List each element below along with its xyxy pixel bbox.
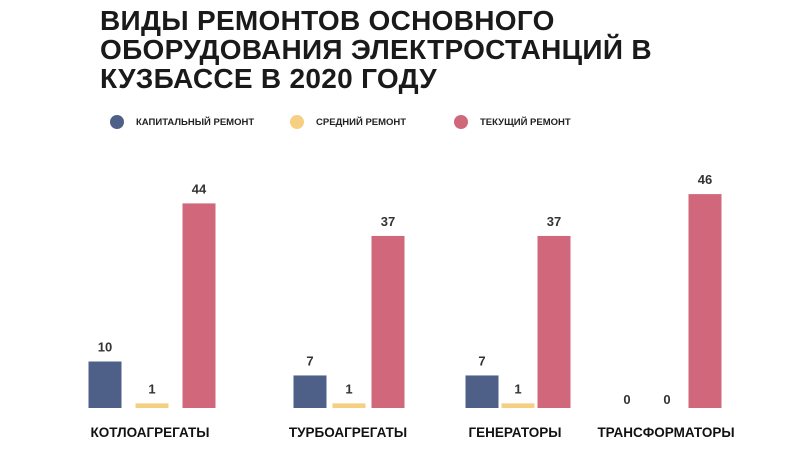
value-label-3-series-2: 1 [514,381,521,396]
legend: КАПИТАЛЬНЫЙ РЕМОНТ СРЕДНИЙ РЕМОНТ ТЕКУЩИ… [0,115,800,135]
value-label-2-series-2: 1 [345,381,352,396]
value-label-4-series-1: 0 [623,392,630,407]
category-label-3: ГЕНЕРАТОРЫ [469,425,562,440]
value-label-4-series-2: 0 [663,392,670,407]
bar-3-series-3 [537,235,571,408]
category-label-1: КОТЛОАГРЕГАТЫ [90,425,209,440]
bar-1-series-1 [88,361,122,408]
value-label-2-series-3: 37 [381,214,395,229]
bar-2-series-2 [332,403,366,408]
value-label-3-series-1: 7 [478,353,485,368]
legend-swatch-current [454,115,468,129]
bar-2-series-1 [293,375,327,408]
value-label-3-series-3: 37 [547,214,561,229]
legend-swatch-medium [290,115,304,129]
category-label-2: ТУРБОАГРЕГАТЫ [289,425,407,440]
bar-3-series-2 [501,403,535,408]
chart-title: ВИДЫ РЕМОНТОВ ОСНОВНОГО ОБОРУДОВАНИЯ ЭЛЕ… [100,5,652,94]
legend-item-medium: СРЕДНИЙ РЕМОНТ [290,115,406,129]
legend-label-current: ТЕКУЩИЙ РЕМОНТ [480,116,571,128]
value-label-2-series-1: 7 [306,353,313,368]
bar-2-series-3 [371,235,405,408]
bar-1-series-3 [182,203,216,408]
bar-1-series-2 [135,403,169,408]
bar-3-series-1 [465,375,499,408]
value-label-4-series-3: 46 [698,172,712,187]
value-label-1-series-3: 44 [192,181,207,196]
legend-label-capital: КАПИТАЛЬНЫЙ РЕМОНТ [136,116,255,128]
category-label-4: ТРАНСФОРМАТОРЫ [597,425,734,440]
legend-item-capital: КАПИТАЛЬНЫЙ РЕМОНТ [110,115,254,129]
legend-swatch-capital [110,115,124,129]
value-label-1-series-2: 1 [148,381,155,396]
legend-item-current: ТЕКУЩИЙ РЕМОНТ [454,115,571,129]
bar-4-series-3 [688,194,722,408]
legend-label-medium: СРЕДНИЙ РЕМОНТ [316,116,407,128]
value-label-1-series-1: 10 [98,340,112,355]
